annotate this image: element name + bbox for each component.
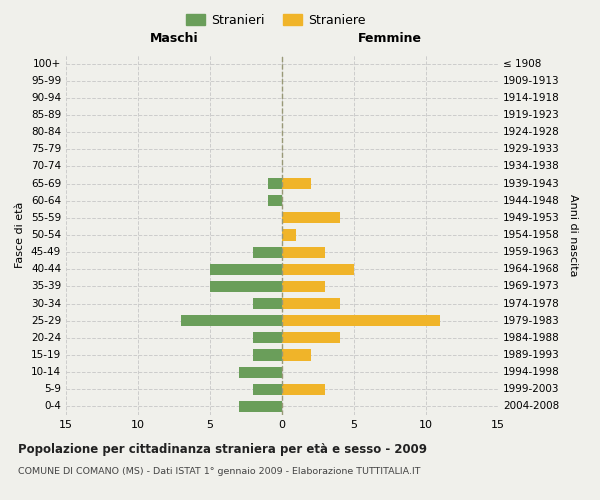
Bar xyxy=(282,178,311,189)
Text: COMUNE DI COMANO (MS) - Dati ISTAT 1° gennaio 2009 - Elaborazione TUTTITALIA.IT: COMUNE DI COMANO (MS) - Dati ISTAT 1° ge… xyxy=(18,468,421,476)
Bar xyxy=(268,195,282,206)
Bar xyxy=(253,332,282,344)
Bar xyxy=(210,264,282,275)
Bar xyxy=(253,384,282,395)
Text: Femmine: Femmine xyxy=(358,32,422,44)
Y-axis label: Anni di nascita: Anni di nascita xyxy=(568,194,578,276)
Bar xyxy=(282,281,325,292)
Bar xyxy=(282,230,296,240)
Bar xyxy=(239,401,282,412)
Legend: Stranieri, Straniere: Stranieri, Straniere xyxy=(181,8,371,32)
Bar xyxy=(253,350,282,360)
Bar xyxy=(282,212,340,224)
Bar xyxy=(181,315,282,326)
Bar xyxy=(282,298,340,309)
Text: Popolazione per cittadinanza straniera per età e sesso - 2009: Popolazione per cittadinanza straniera p… xyxy=(18,442,427,456)
Bar xyxy=(282,264,354,275)
Bar xyxy=(282,315,440,326)
Bar xyxy=(239,366,282,378)
Text: Maschi: Maschi xyxy=(149,32,199,44)
Bar xyxy=(210,281,282,292)
Bar xyxy=(282,350,311,360)
Bar xyxy=(282,384,325,395)
Bar xyxy=(268,178,282,189)
Y-axis label: Fasce di età: Fasce di età xyxy=(16,202,25,268)
Bar xyxy=(282,332,340,344)
Bar xyxy=(253,246,282,258)
Bar xyxy=(282,246,325,258)
Bar xyxy=(253,298,282,309)
